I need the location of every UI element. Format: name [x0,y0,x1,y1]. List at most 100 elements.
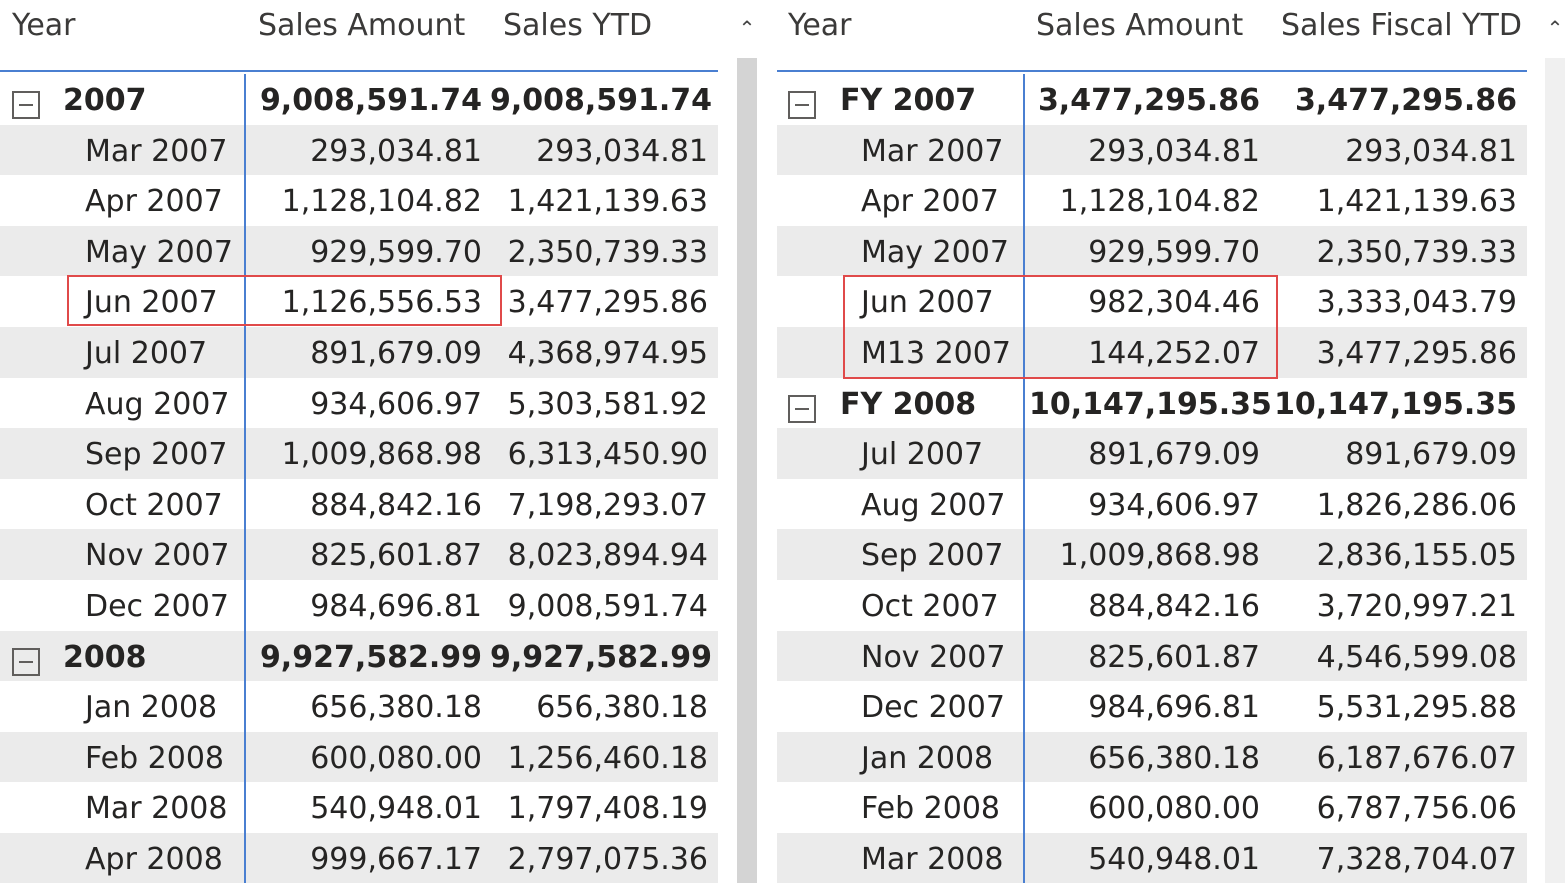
table-row[interactable]: Mar 2008 540,948.01 7,328,704.07 [777,832,1527,883]
group-label: 2008 [63,639,147,675]
sales-amount-cell: 891,679.09 [310,335,482,371]
row-label: Feb 2008 [861,791,1000,827]
sales-amount-cell: 540,948.01 [1088,841,1260,877]
group-row[interactable]: FY 2007 3,477,295.86 3,477,295.86 [777,74,1527,125]
row-label: Mar 2007 [85,133,228,169]
row-label: Jul 2007 [861,437,984,473]
group-row[interactable]: 2008 9,927,582.99 9,927,582.99 [0,630,718,682]
table-row[interactable]: Jan 2008 656,380.18 6,187,676.07 [777,731,1527,783]
collapse-minus-icon[interactable] [788,394,816,423]
table-row[interactable]: Jun 2007 982,304.46 3,333,043.79 [777,276,1527,327]
row-label: Dec 2007 [85,588,229,624]
column-header-sales-amount[interactable]: Sales Amount [258,8,466,43]
ytd-cell: 6,787,756.06 [1316,791,1517,827]
table-row[interactable]: May 2007 929,599.70 2,350,739.33 [777,225,1527,277]
ytd-cell: 9,008,591.74 [490,83,713,118]
table-row[interactable]: Feb 2008 600,080.00 6,787,756.06 [777,782,1527,833]
scrollbar-thumb[interactable] [737,58,757,883]
column-header-sales-ytd[interactable]: Sales YTD [503,8,653,43]
table-row[interactable]: Apr 2007 1,128,104.82 1,421,139.63 [0,175,718,226]
chevron-up-icon[interactable]: ⌃ [1546,16,1564,40]
sales-amount-cell: 656,380.18 [310,690,482,726]
table-row[interactable]: Apr 2008 999,667.17 2,797,075.36 [0,832,718,883]
table-row[interactable]: May 2007 929,599.70 2,350,739.33 [0,225,718,277]
row-label: Aug 2007 [85,386,230,422]
sales-amount-cell: 1,009,868.98 [1059,538,1260,574]
sales-amount-cell: 9,927,582.99 [259,639,482,675]
table-row[interactable]: Apr 2007 1,128,104.82 1,421,139.63 [777,175,1527,226]
table-row[interactable]: Jun 2007 1,126,556.53 3,477,295.86 [0,276,718,327]
table-row[interactable]: Feb 2008 600,080.00 1,256,460.18 [0,731,718,783]
table-row[interactable]: Dec 2007 984,696.81 9,008,591.74 [0,580,718,631]
column-header-sales-fiscal-ytd[interactable]: Sales Fiscal YTD [1281,8,1522,43]
row-label: Mar 2007 [861,133,1004,169]
collapse-minus-icon[interactable] [788,91,816,119]
collapse-minus-icon[interactable] [12,91,40,119]
ytd-cell: 9,927,582.99 [490,639,713,675]
group-label: FY 2007 [840,83,977,118]
sales-amount-cell: 293,034.81 [1088,133,1260,169]
sales-amount-cell: 1,128,104.82 [1059,184,1260,220]
table-row[interactable]: Jul 2007 891,679.09 4,368,974.95 [0,326,718,378]
row-label: Oct 2007 [861,588,999,624]
group-row[interactable]: FY 2008 10,147,195.35 10,147,195.35 [777,378,1527,429]
ytd-cell: 4,546,599.08 [1316,639,1517,675]
table-row[interactable]: Dec 2007 984,696.81 5,531,295.88 [777,681,1527,732]
sales-amount-cell: 929,599.70 [310,234,482,270]
sales-ytd-matrix: Year Sales Amount Sales YTD 2007 9,008,59… [0,0,718,883]
table-row[interactable]: Mar 2007 293,034.81 293,034.81 [0,124,718,176]
row-label: Aug 2007 [861,487,1006,523]
table-row[interactable]: Mar 2007 293,034.81 293,034.81 [777,124,1527,176]
column-header-sales-amount[interactable]: Sales Amount [1036,8,1244,43]
collapse-minus-icon[interactable] [12,647,40,676]
ytd-cell: 3,477,295.86 [507,285,708,321]
row-label: Dec 2007 [861,690,1005,726]
vertical-scrollbar[interactable]: ⌃ [1545,0,1565,883]
table-row[interactable]: Aug 2007 934,606.97 1,826,286.06 [777,479,1527,530]
chevron-up-icon[interactable]: ⌃ [738,16,756,40]
table-row[interactable]: Nov 2007 825,601.87 8,023,894.94 [0,529,718,580]
group-label: FY 2008 [840,386,977,422]
table-row[interactable]: Mar 2008 540,948.01 1,797,408.19 [0,782,718,833]
sales-amount-cell: 984,696.81 [310,588,482,624]
sales-amount-cell: 999,667.17 [310,841,482,877]
row-label: Jan 2008 [85,690,218,726]
sales-amount-cell: 825,601.87 [310,538,482,574]
column-header-year[interactable]: Year [788,8,852,43]
sales-amount-cell: 929,599.70 [1088,234,1260,270]
table-row[interactable]: Sep 2007 1,009,868.98 6,313,450.90 [0,428,718,479]
table-row[interactable]: Nov 2007 825,601.87 4,546,599.08 [777,630,1527,682]
ytd-cell: 5,531,295.88 [1316,690,1517,726]
sales-amount-cell: 934,606.97 [1088,487,1260,523]
table-row[interactable]: Oct 2007 884,842.16 7,198,293.07 [0,479,718,530]
vertical-scrollbar[interactable]: ⌃ [737,0,757,883]
sales-amount-cell: 656,380.18 [1088,740,1260,776]
table-row[interactable]: Jan 2008 656,380.18 656,380.18 [0,681,718,732]
table-row[interactable]: Sep 2007 1,009,868.98 2,836,155.05 [777,529,1527,580]
ytd-cell: 3,333,043.79 [1316,285,1517,321]
row-label: May 2007 [85,234,233,270]
column-header-year[interactable]: Year [12,8,76,43]
ytd-cell: 10,147,195.35 [1274,386,1517,422]
table-row[interactable]: M13 2007 144,252.07 3,477,295.86 [777,326,1527,378]
table-row[interactable]: Oct 2007 884,842.16 3,720,997.21 [777,580,1527,631]
sales-amount-cell: 144,252.07 [1088,335,1260,371]
table-row[interactable]: Aug 2007 934,606.97 5,303,581.92 [0,378,718,429]
sales-amount-cell: 600,080.00 [310,740,482,776]
row-label: Mar 2008 [861,841,1004,877]
ytd-cell: 2,350,739.33 [507,234,708,270]
row-label: Sep 2007 [85,437,228,473]
sales-amount-cell: 884,842.16 [1088,588,1260,624]
ytd-cell: 6,187,676.07 [1316,740,1517,776]
scrollbar-track[interactable] [1545,58,1565,883]
ytd-cell: 3,477,295.86 [1294,83,1517,118]
table-row[interactable]: Jul 2007 891,679.09 891,679.09 [777,428,1527,479]
ytd-cell: 1,421,139.63 [507,184,708,220]
matrix-rows: 2007 9,008,591.74 9,008,591.74 Mar 2007 293,… [0,74,718,883]
ytd-cell: 1,421,139.63 [1316,184,1517,220]
group-label: 2007 [63,83,147,118]
row-label: Feb 2008 [85,740,224,776]
group-row[interactable]: 2007 9,008,591.74 9,008,591.74 [0,74,718,125]
ytd-cell: 7,328,704.07 [1316,841,1517,877]
ytd-cell: 5,303,581.92 [507,386,708,422]
